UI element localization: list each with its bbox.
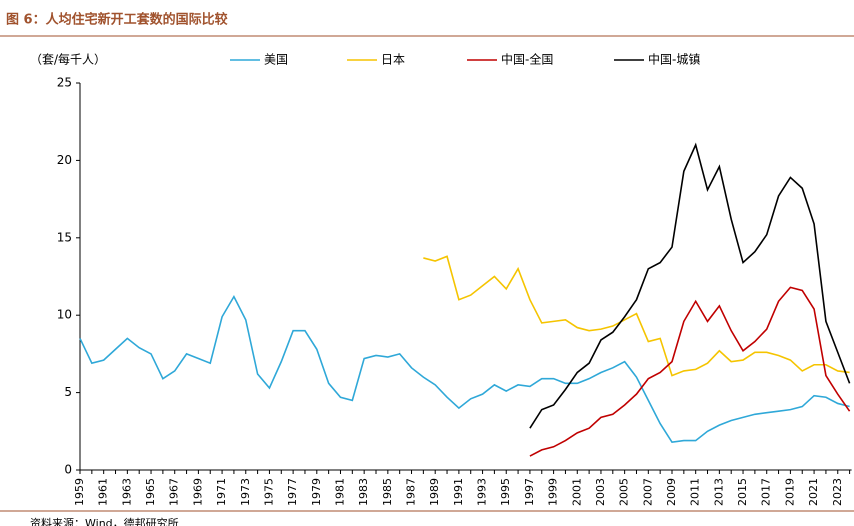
series-line [529, 142, 851, 429]
x-tick-label: 1997 [523, 478, 536, 506]
series-line [423, 255, 850, 377]
legend-label: 中国-全国 [501, 52, 553, 67]
x-tick-label: 1979 [310, 478, 323, 506]
y-unit-label: （套/每千人） [30, 52, 106, 67]
x-tick-label: 1971 [215, 478, 228, 506]
x-tick-label: 1999 [547, 478, 560, 506]
x-tick-label: 1969 [191, 478, 204, 506]
x-tick-label: 2013 [712, 478, 725, 506]
x-tick-label: 1983 [357, 478, 370, 506]
y-tick-label: 5 [64, 385, 72, 399]
x-tick-label: 1991 [452, 478, 465, 506]
x-tick-label: 1989 [428, 478, 441, 506]
x-tick-label: 2021 [807, 478, 820, 506]
x-tick-label: 1961 [97, 478, 110, 506]
x-tick-label: 1963 [120, 478, 133, 506]
x-tick-label: 2005 [618, 478, 631, 506]
series-line [529, 286, 851, 457]
x-tick-label: 2019 [783, 478, 796, 506]
y-tick-label: 0 [64, 463, 72, 477]
x-tick-label: 2011 [689, 478, 702, 506]
x-tick-label: 1965 [144, 478, 157, 506]
legend-label: 日本 [381, 53, 405, 67]
legend-label: 美国 [264, 53, 288, 67]
y-tick-label: 20 [57, 153, 72, 167]
source-note: 资料来源：Wind，德邦研究所 [30, 516, 179, 526]
x-tick-label: 2001 [570, 478, 583, 506]
x-tick-label: 2023 [831, 478, 844, 506]
page-title: 图 6：人均住宅新开工套数的国际比较 [6, 12, 228, 28]
x-tick-label: 1995 [499, 478, 512, 506]
x-tick-label: 2003 [594, 478, 607, 506]
x-tick-label: 1993 [476, 478, 489, 506]
x-tick-label: 1973 [239, 478, 252, 506]
x-tick-label: 1959 [73, 478, 86, 506]
x-tick-label: 1987 [405, 478, 418, 506]
y-tick-label: 10 [57, 308, 72, 322]
y-tick-label: 15 [57, 230, 72, 244]
legend-label: 中国-城镇 [648, 52, 700, 67]
x-tick-label: 1977 [286, 478, 299, 506]
x-tick-label: 2007 [641, 478, 654, 506]
series-line [79, 294, 850, 443]
x-tick-label: 2017 [760, 478, 773, 506]
x-tick-label: 1967 [168, 478, 181, 506]
x-tick-label: 1985 [381, 478, 394, 506]
x-tick-label: 2015 [736, 478, 749, 506]
x-tick-label: 1981 [333, 478, 346, 506]
y-tick-label: 25 [57, 76, 72, 90]
x-tick-label: 2009 [665, 478, 678, 506]
x-tick-label: 1975 [262, 478, 275, 506]
